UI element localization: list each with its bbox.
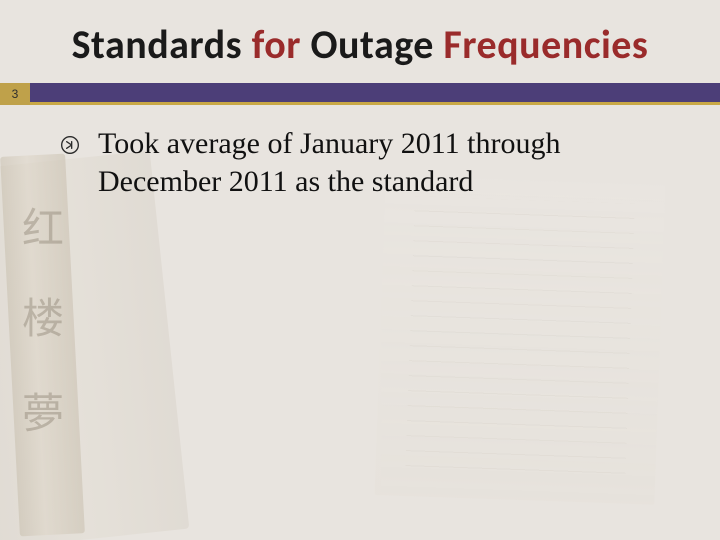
divider-bar: 3 [0,83,720,105]
divider-accent-line [0,102,720,105]
content-area: Took average of January 2011 through Dec… [0,105,720,202]
circled-arrow-icon [60,135,80,155]
slide-number: 3 [12,87,19,101]
title-word-4: Frequencies [434,20,649,69]
slide-number-box: 3 [0,83,30,105]
bullet-text: Took average of January 2011 through Dec… [98,125,680,202]
slide-title: Standards for Outage Frequencies [0,0,720,83]
title-word-3: Outage [310,20,433,69]
bullet-item: Took average of January 2011 through Dec… [60,125,680,202]
title-word-1: Standards [72,20,242,69]
title-word-2: for [242,20,310,69]
slide: Standards for Outage Frequencies 3 Took … [0,0,720,540]
